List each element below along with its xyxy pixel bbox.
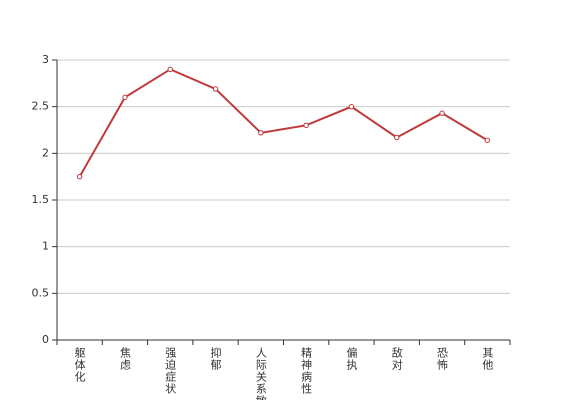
x-tick-label: 焦虑: [118, 347, 131, 371]
point: [258, 130, 264, 136]
point: [439, 110, 445, 116]
y-tick-label: 2: [42, 146, 49, 159]
point: [484, 137, 491, 143]
y-tick-label: 1: [42, 240, 49, 253]
y-tick-label: 2.5: [32, 100, 50, 113]
x-tick-label: 敌对: [390, 346, 403, 371]
y-tick-label: 1.5: [32, 193, 50, 206]
x-tick-label: 抑郁: [209, 346, 222, 371]
line: [78, 68, 488, 178]
x-tick-label: 人际关系敏感: [254, 347, 267, 400]
x-tick-label: 偏执: [345, 346, 358, 371]
x-tick-label: 躯体化: [73, 347, 86, 383]
x-tick-label: 强迫症状: [164, 347, 177, 395]
point: [348, 103, 355, 110]
y-tick-label: 0.5: [32, 286, 50, 299]
point: [167, 66, 173, 73]
point: [303, 122, 309, 129]
point: [76, 173, 83, 180]
y-tick-label: 0: [42, 333, 49, 346]
point: [122, 94, 128, 101]
x-tick-label: 其他: [481, 347, 494, 371]
point: [394, 134, 400, 141]
y-tick-label: 3: [42, 53, 49, 66]
point: [212, 86, 219, 92]
x-tick-label: 精神病性: [300, 347, 313, 395]
x-tick-label: 恐怖: [436, 347, 449, 371]
